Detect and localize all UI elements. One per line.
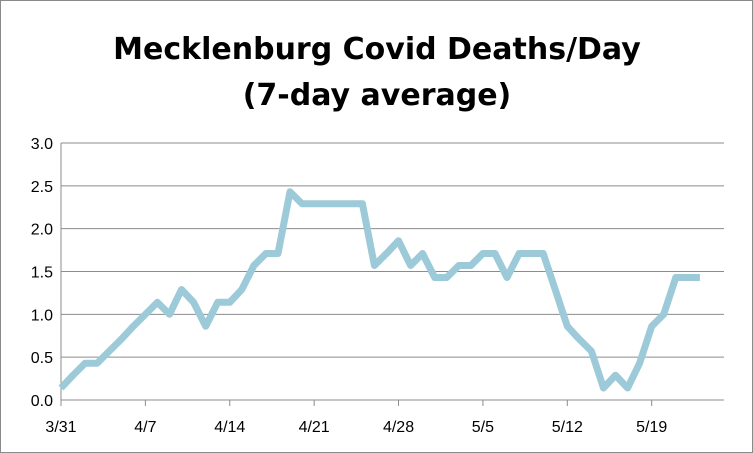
x-tick-label: 4/7 bbox=[134, 419, 156, 436]
axes bbox=[60, 143, 724, 406]
x-tick-label: 5/19 bbox=[636, 419, 667, 436]
y-tick-label: 2.0 bbox=[31, 222, 53, 239]
chart-title-line-2: (7-day average) bbox=[243, 78, 512, 113]
chart-title-line-1: Mecklenburg Covid Deaths/Day bbox=[113, 32, 641, 67]
y-tick-label: 3.0 bbox=[31, 136, 53, 153]
x-tick-label: 3/31 bbox=[45, 419, 76, 436]
x-tick-label: 5/5 bbox=[472, 419, 494, 436]
x-tick-label: 4/21 bbox=[299, 419, 330, 436]
y-tick-label: 0.5 bbox=[31, 350, 53, 367]
x-tick-label: 5/12 bbox=[552, 419, 583, 436]
series-line-0 bbox=[58, 188, 700, 392]
x-tick-label: 4/14 bbox=[214, 419, 245, 436]
y-tick-label: 1.5 bbox=[31, 265, 53, 282]
x-axis-tick-labels: 3/31 4/7 4/14 4/21 4/28 5/5 5/12 5/19 bbox=[45, 419, 667, 436]
y-tick-label: 1.0 bbox=[31, 307, 53, 324]
series-layer bbox=[58, 188, 700, 392]
y-tick-label: 2.5 bbox=[31, 179, 53, 196]
x-tick-label: 4/28 bbox=[383, 419, 414, 436]
y-tick-label: 0.0 bbox=[31, 393, 53, 410]
y-axis-tick-labels: 0.0 0.5 1.0 1.5 2.0 2.5 3.0 bbox=[31, 136, 53, 410]
